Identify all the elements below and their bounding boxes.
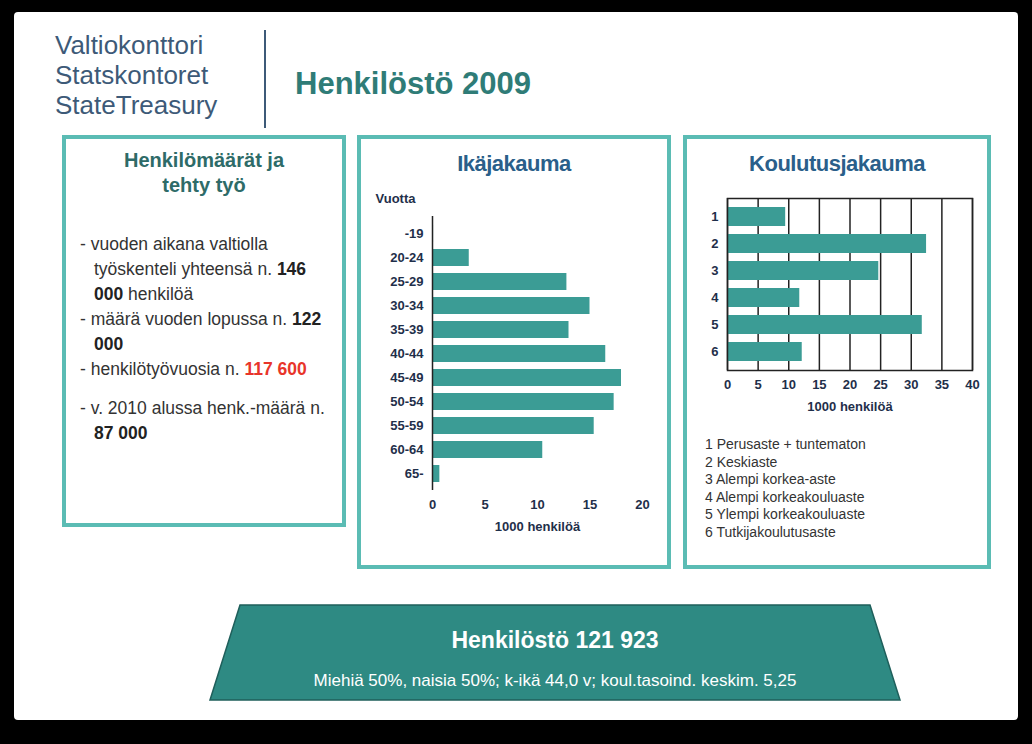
svg-text:65-: 65-	[405, 466, 424, 481]
svg-text:15: 15	[812, 377, 826, 392]
html-text:6 Tutkijakoulutusaste: 6 Tutkijakoulutusaste	[705, 524, 836, 540]
html-text:3 Alempi korkea-aste: 3 Alempi korkea-aste	[705, 471, 836, 488]
svg-text:5: 5	[711, 317, 718, 332]
svg-text:25-29: 25-29	[390, 274, 423, 289]
html-text:2 Keskiaste: 2 Keskiaste	[705, 453, 778, 470]
svg-text:2: 2	[711, 236, 718, 251]
svg-text:55-59: 55-59	[390, 418, 423, 433]
svg-text:40-44: 40-44	[390, 346, 424, 361]
svg-text:20: 20	[843, 377, 857, 392]
svg-text:40: 40	[965, 377, 979, 392]
svg-text:10: 10	[782, 377, 796, 392]
svg-text:4: 4	[711, 290, 719, 305]
svg-text:25: 25	[873, 377, 887, 392]
svg-text:1000 henkilöä: 1000 henkilöä	[495, 519, 581, 534]
svg-text:35: 35	[935, 377, 949, 392]
svg-text:20-24: 20-24	[390, 250, 424, 265]
html-text:StateTreasury: StateTreasury	[55, 90, 218, 120]
html-text:Henkilöstö 2009: Henkilöstö 2009	[295, 66, 531, 101]
html-text:- määrä vuoden lopussa n. 122: - määrä vuoden lopussa n. 122 000	[80, 309, 322, 354]
svg-text:Vuotta: Vuotta	[376, 191, 417, 206]
html-text:Ikäjakauma: Ikäjakauma	[457, 151, 571, 176]
svg-text:Henkilöstö 121 923: Henkilöstö 121 923	[451, 627, 658, 653]
html-text:- v. 2010 alussa henk.-määrä n: - v. 2010 alussa henk.-määrä n.	[80, 398, 325, 418]
svg-text:0: 0	[429, 497, 436, 512]
svg-text:30-34: 30-34	[390, 298, 424, 313]
html-text:5 Ylempi korkeakouluaste: 5 Ylempi korkeakouluaste	[705, 506, 866, 523]
svg-text:15: 15	[583, 497, 597, 512]
svg-text:35-39: 35-39	[390, 322, 423, 337]
svg-text:45-49: 45-49	[390, 370, 423, 385]
html-text:87 000: 87 000	[94, 423, 148, 443]
svg-text:-19: -19	[405, 226, 424, 241]
svg-text:5: 5	[481, 497, 488, 512]
svg-text:50-54: 50-54	[390, 394, 424, 409]
svg-text:1: 1	[711, 209, 718, 224]
html-text:4 Alempi korkeakouluaste: 4 Alempi korkeakouluaste	[705, 488, 865, 505]
html-text:- vuoden aikana valtiolla työs: - vuoden aikana valtiolla työskenteli yh…	[80, 234, 307, 304]
svg-text:Miehiä 50%, naisia 50%; k-ikä: Miehiä 50%, naisia 50%; k-ikä 44,0 v; ko…	[314, 671, 797, 690]
svg-text:3: 3	[711, 263, 718, 278]
svg-text:30: 30	[904, 377, 918, 392]
html-text:Valtiokonttori: Valtiokonttori	[55, 30, 204, 60]
svg-text:10: 10	[530, 497, 544, 512]
html-text:1 Perusaste + tuntematon: 1 Perusaste + tuntematon	[705, 436, 866, 452]
svg-text:20: 20	[635, 497, 649, 512]
svg-text:5: 5	[755, 377, 762, 392]
html-text:Koulutusjakauma: Koulutusjakauma	[749, 151, 925, 176]
html-text:Henkilömäärät ja tehty työ: Henkilömäärät ja tehty työ	[124, 149, 284, 196]
html-text:Statskontoret: Statskontoret	[55, 60, 209, 90]
svg-text:0: 0	[724, 377, 731, 392]
svg-text:60-64: 60-64	[390, 442, 424, 457]
html-text:- henkilötyövuosia n. 117 600: - henkilötyövuosia n. 117 600	[80, 359, 307, 379]
svg-text:6: 6	[711, 344, 718, 359]
svg-text:1000 henkilöä: 1000 henkilöä	[807, 399, 893, 414]
